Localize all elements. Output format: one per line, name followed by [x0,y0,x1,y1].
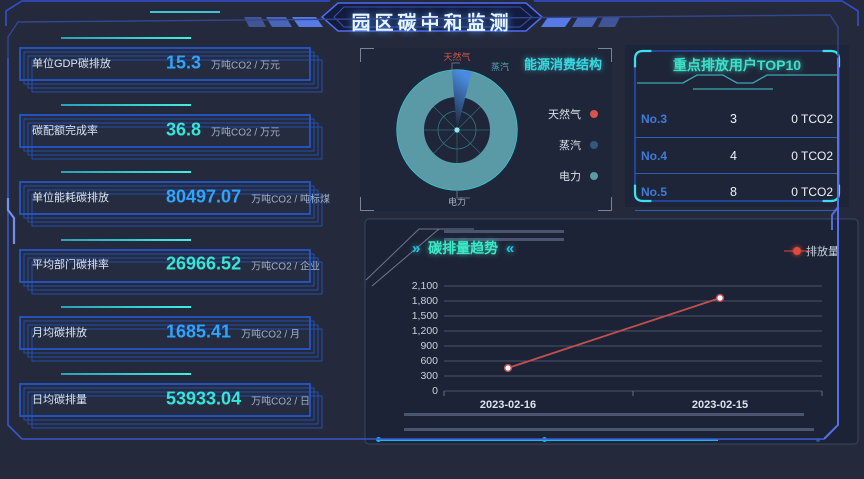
svg-text:2023-02-15: 2023-02-15 [692,399,748,408]
svg-text:蒸汽: 蒸汽 [491,61,509,72]
svg-text:2,100: 2,100 [412,280,438,292]
svg-text:1,200: 1,200 [412,325,438,337]
svg-text:2023-02-16: 2023-02-16 [480,399,536,408]
svg-text:1,800: 1,800 [412,295,438,307]
svg-text:600: 600 [420,355,438,367]
svg-text:天然气: 天然气 [443,51,470,62]
svg-text:1,500: 1,500 [412,310,438,322]
svg-text:0: 0 [432,385,438,397]
svg-text:300: 300 [420,370,438,382]
svg-text:900: 900 [420,340,438,352]
